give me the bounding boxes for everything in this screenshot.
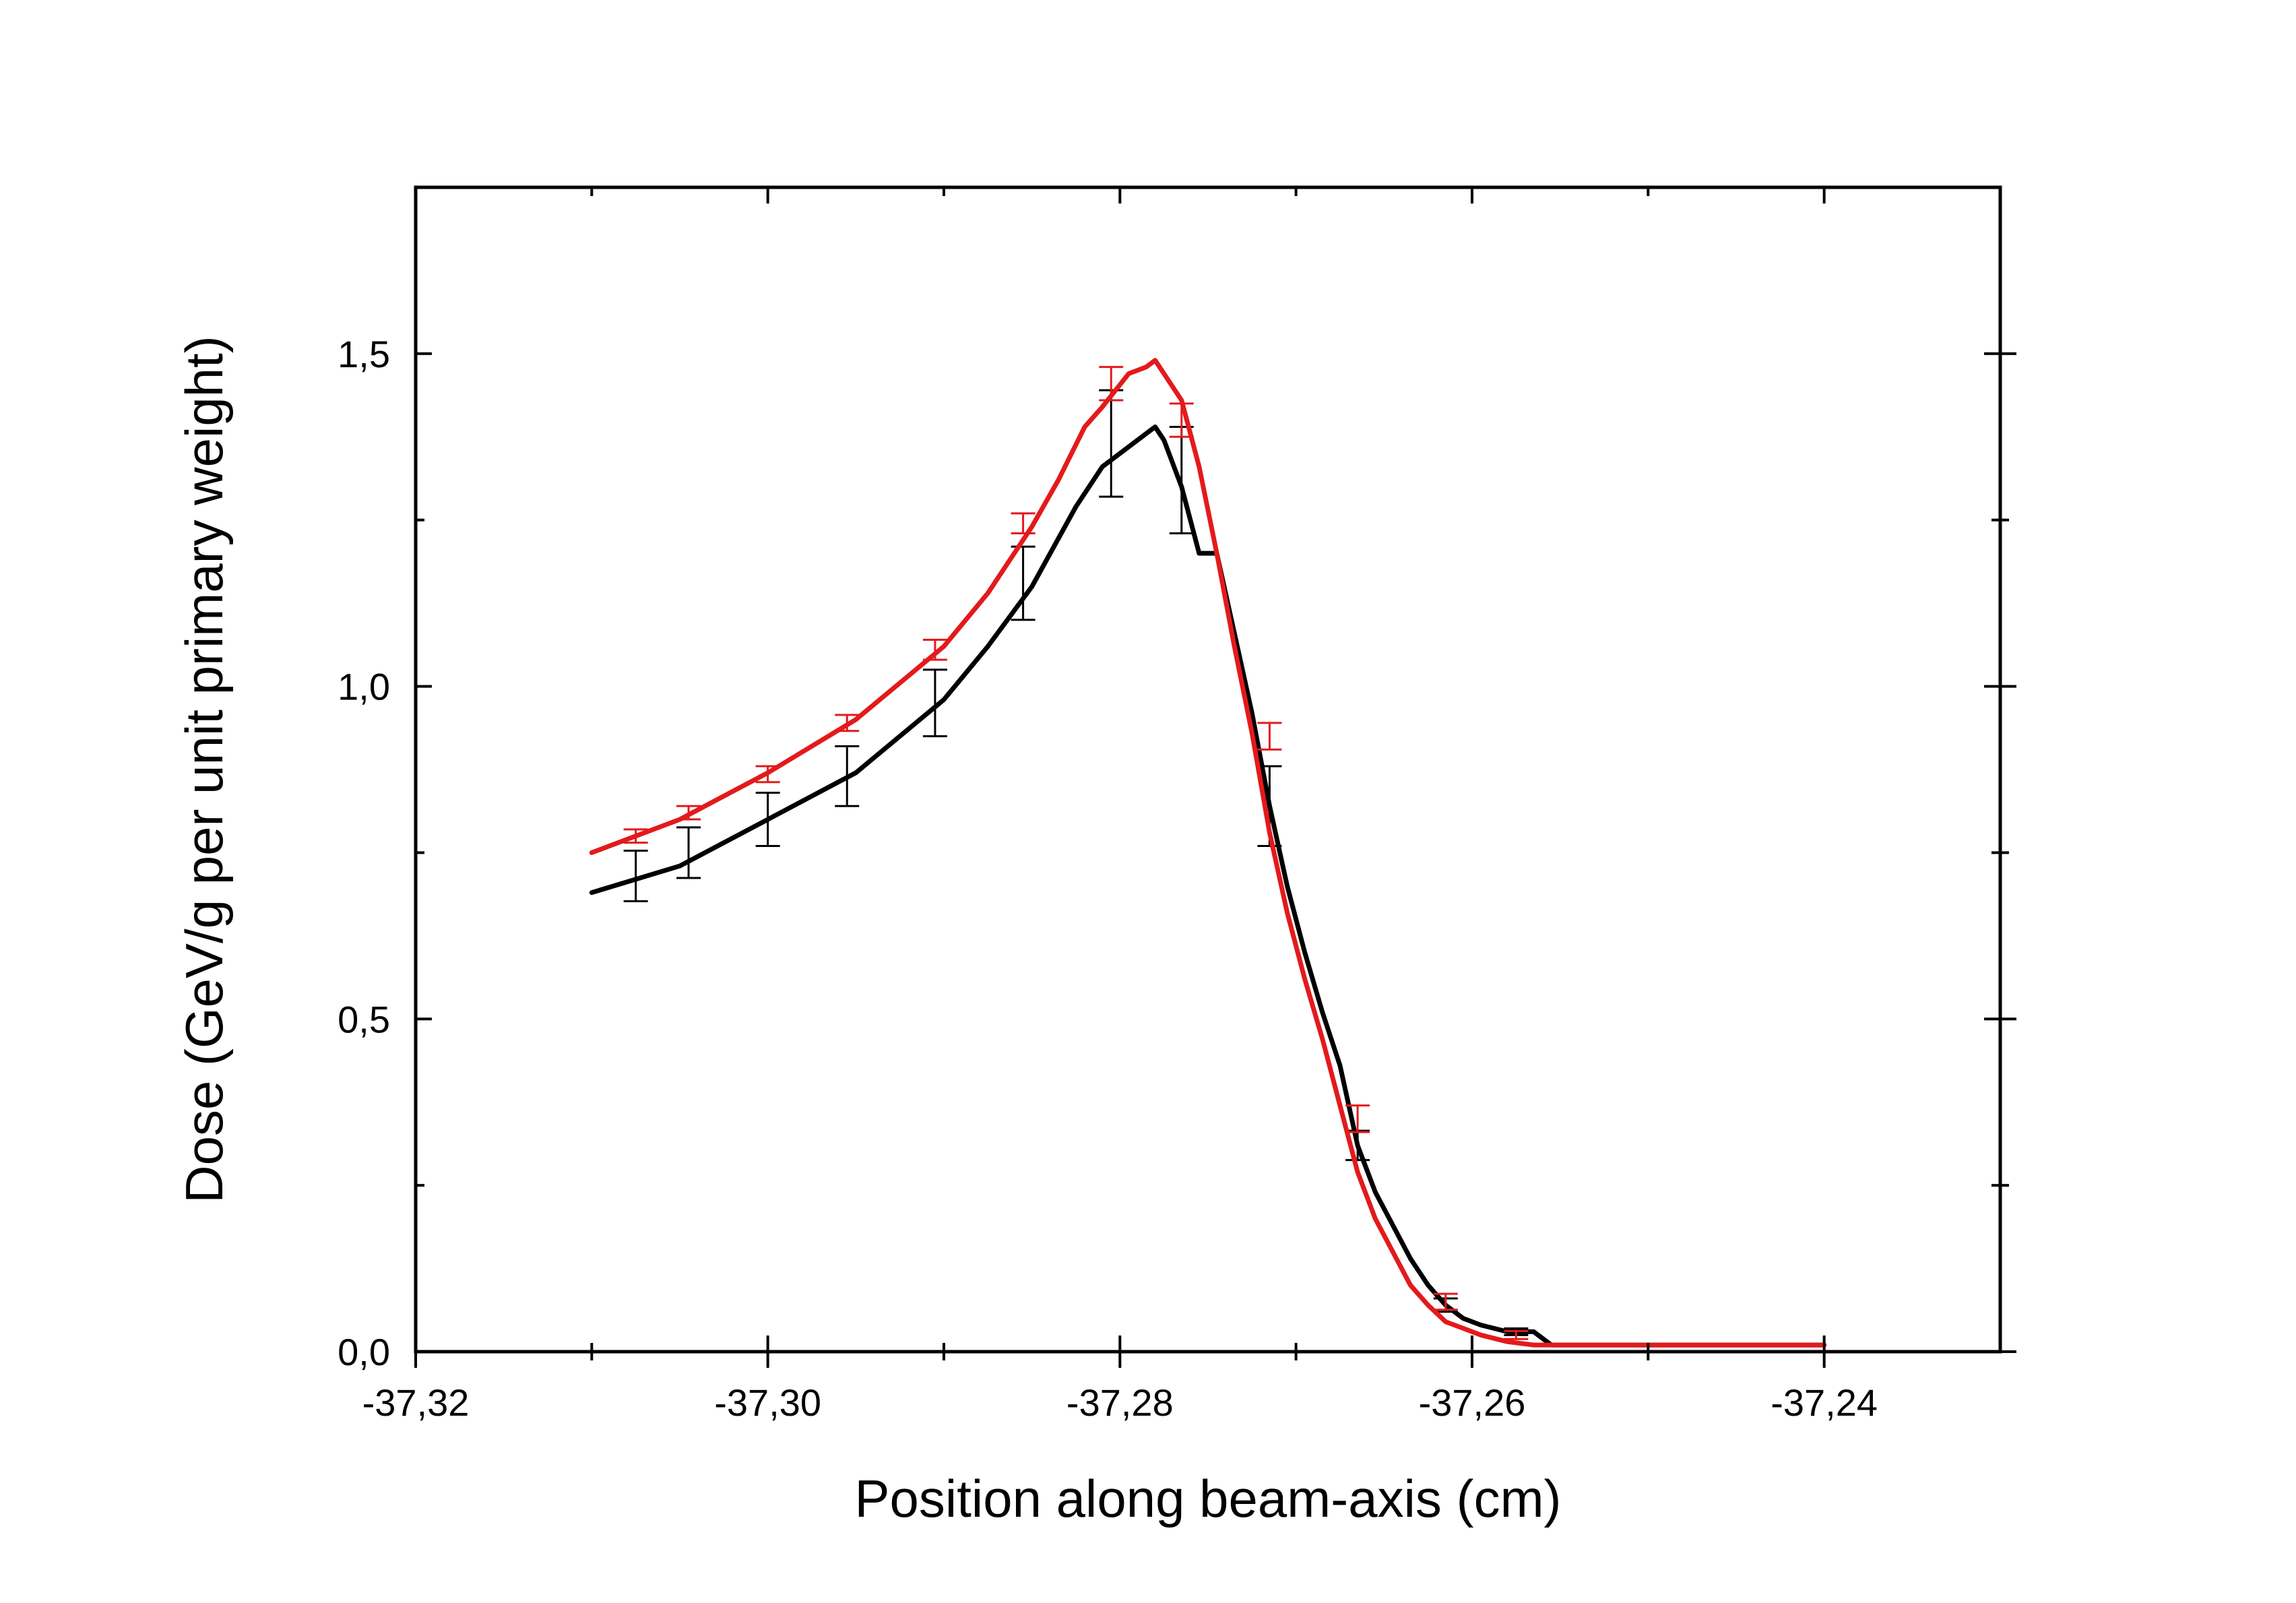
series-2-error-bar (676, 805, 701, 821)
series-2-error-bar (1099, 366, 1124, 402)
y-tick-label: 1,5 (338, 333, 390, 375)
series-1-error-bar (1011, 545, 1035, 621)
series-layer (589, 358, 1827, 1348)
series-2 (589, 358, 1827, 1348)
ticks-layer (414, 187, 2016, 1368)
series-2-error-bar (835, 714, 860, 732)
y-tick-label: 1,0 (338, 666, 390, 708)
x-tick-label: -37,30 (714, 1381, 821, 1424)
series-1-error-bar (922, 668, 947, 738)
plot-area-frame (414, 185, 2002, 1354)
series-2-error-bar (755, 765, 780, 784)
series-2-error-bar (623, 828, 648, 844)
series-2-error-bar (1345, 1104, 1370, 1133)
series-2-line (589, 358, 1827, 1348)
series-2-error-bar (1504, 1329, 1529, 1340)
series-1-error-bar (676, 826, 701, 879)
tick-labels-layer: -37,32 -37,30 -37,28 -37,26 -37,24 0,0 0,5 1,0 1… (338, 333, 1878, 1424)
y-tick-label: 0,5 (338, 998, 390, 1040)
x-tick-label: -37,26 (1419, 1381, 1526, 1424)
series-2-error-bar (922, 638, 947, 661)
series-2-error-bar (1433, 1292, 1458, 1311)
series-1-error-bar (755, 792, 780, 848)
x-tick-label: -37,24 (1771, 1381, 1878, 1424)
y-tick-label: 0,0 (338, 1331, 390, 1373)
series-2-error-bar (1011, 512, 1035, 534)
series-1-error-bar (835, 745, 860, 807)
x-tick-label: -37,28 (1066, 1381, 1174, 1424)
x-tick-label: -37,32 (362, 1381, 470, 1424)
series-1-error-bar (623, 849, 648, 903)
series-2-error-bar (1169, 402, 1194, 438)
x-axis-title: Position along beam-axis (cm) (854, 1469, 1561, 1528)
series-2-error-bar (1257, 722, 1282, 751)
y-axis-title: Dose (GeV/g per unit primary weight) (174, 336, 234, 1203)
